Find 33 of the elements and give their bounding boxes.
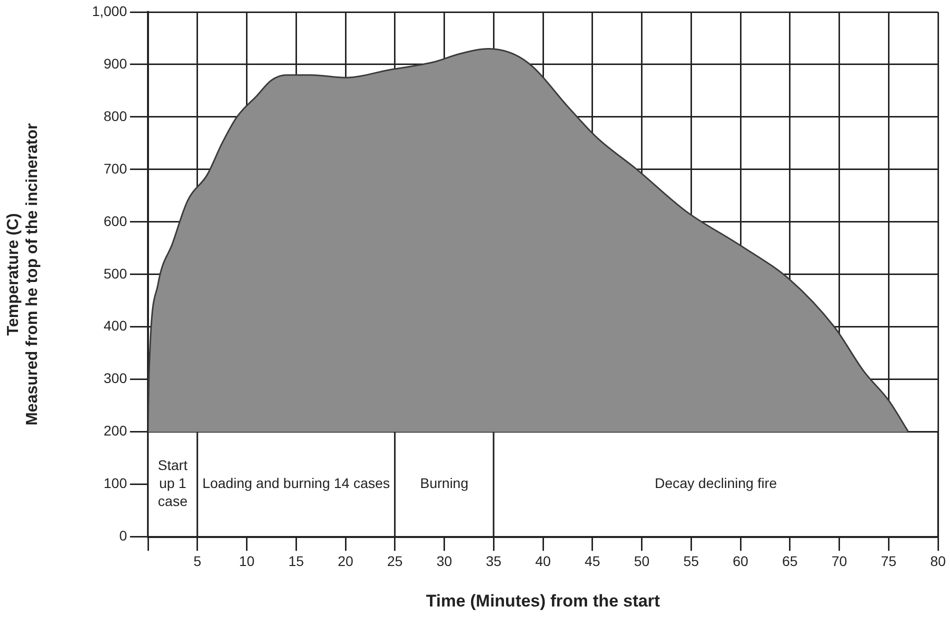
- x-tick-label: 60: [732, 553, 748, 570]
- y-tick-label: 600: [104, 212, 128, 229]
- x-tick-label: 65: [782, 553, 798, 570]
- x-tick-label: 5: [193, 553, 202, 570]
- y-tick-label: 1,000: [92, 2, 128, 19]
- x-tick-label: 40: [535, 553, 551, 570]
- x-tick-label: 15: [288, 553, 304, 570]
- x-tick-label: 70: [831, 553, 848, 570]
- x-tick-label: 75: [880, 553, 897, 570]
- y-tick-label: 100: [104, 475, 128, 492]
- band-label: Loading and burning 14 cases: [202, 475, 390, 492]
- y-tick-label: 200: [104, 422, 128, 439]
- band-label: Burning: [420, 475, 468, 492]
- y-tick-label: 300: [104, 370, 128, 386]
- y-tick-label: 800: [104, 108, 128, 124]
- x-tick-label: 25: [387, 553, 403, 570]
- band-label: Start up 1 case: [158, 457, 188, 510]
- x-tick-label: 35: [486, 553, 502, 570]
- y-tick-label: 0: [119, 528, 128, 544]
- x-tick-label: 30: [436, 553, 452, 570]
- x-tick-label: 80: [930, 553, 946, 570]
- x-tick-label: 10: [238, 553, 255, 570]
- y-tick-label: 500: [104, 265, 128, 282]
- y-tick-label: 700: [104, 160, 128, 176]
- band-label: Decay declining fire: [654, 475, 778, 492]
- x-tick-label: 20: [338, 553, 354, 570]
- y-axis-title: Temperature (C) Measured from he top of the incinerator: [5, 123, 42, 426]
- x-tick-label: 45: [584, 553, 600, 570]
- y-tick-label: 900: [104, 55, 128, 72]
- x-tick-label: 50: [634, 553, 650, 570]
- x-tick-label: 55: [683, 553, 700, 570]
- y-tick-label: 400: [104, 318, 128, 334]
- x-axis-title: Time (Minutes) from the start: [426, 591, 660, 610]
